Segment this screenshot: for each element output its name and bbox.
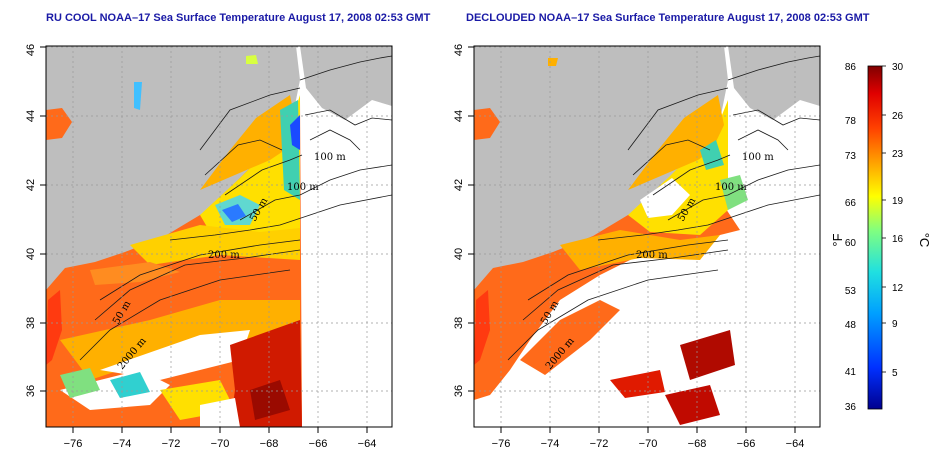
left-x-tick-label: −68 (260, 438, 279, 450)
left-contour-label-100m-b: 100 m (287, 182, 319, 193)
left-y-tick-label: 46 (25, 44, 37, 56)
left-map-area: 100 m 100 m 50 m 200 m 50 m 2000 m (46, 46, 392, 427)
left-y-tick-label: 38 (25, 317, 37, 329)
left-y-axis-labels: 36 38 40 42 44 46 (25, 44, 37, 397)
c-label: 19 (892, 196, 904, 207)
left-bathymetry-contours (79, 55, 392, 361)
right-x-tick-label: −74 (541, 438, 560, 450)
f-label: 86 (845, 62, 857, 73)
right-y-tick-label: 42 (453, 179, 465, 191)
c-label: 30 (892, 62, 904, 73)
right-x-tick-label: −66 (737, 438, 756, 450)
right-contour-label-200m: 200 m (636, 250, 668, 261)
left-x-axis-labels: −76 −74 −72 −70 −68 −66 −64 (64, 438, 377, 450)
left-x-tick-label: −66 (309, 438, 328, 450)
f-label: 48 (845, 320, 857, 331)
c-label: 26 (892, 111, 904, 122)
c-label: 23 (892, 149, 904, 160)
f-label: 53 (845, 286, 857, 297)
f-label: 66 (845, 198, 857, 209)
left-x-tick-label: −74 (113, 438, 132, 450)
left-grid (46, 46, 392, 427)
c-label: 5 (892, 368, 898, 379)
left-y-tick-label: 44 (25, 110, 37, 122)
colorbar-ticks (882, 65, 886, 373)
right-axis-ticks (468, 46, 796, 433)
f-label: 36 (845, 402, 857, 413)
right-x-tick-label: −64 (786, 438, 805, 450)
left-map-frame (45, 45, 393, 428)
left-y-tick-label: 40 (25, 248, 37, 260)
right-x-axis-labels: −76 −74 −72 −70 −68 −66 −64 (492, 438, 805, 450)
left-y-tick-label: 36 (25, 385, 37, 397)
right-map-frame (473, 45, 821, 428)
right-x-tick-label: −70 (639, 438, 658, 450)
temperature-colorbar: 86 78 73 66 60 53 48 41 36 30 26 23 19 1… (830, 62, 932, 413)
left-sst-field (46, 55, 302, 427)
c-label: 12 (892, 283, 904, 294)
left-x-tick-label: −64 (358, 438, 377, 450)
right-y-tick-label: 38 (453, 317, 465, 329)
right-y-axis-labels: 36 38 40 42 44 46 (453, 44, 465, 397)
left-x-tick-label: −70 (211, 438, 230, 450)
right-contour-label-100m-a: 100 m (742, 152, 774, 163)
left-contour-label-200m: 200 m (208, 250, 240, 261)
celsius-unit-label: °C (917, 233, 932, 248)
left-contour-label-100m-a: 100 m (314, 152, 346, 163)
right-map-area: 100 m 100 m 50 m 200 m 50 m 2000 m (474, 46, 820, 427)
right-land-mass (474, 46, 820, 380)
colorbar-gradient (867, 65, 883, 410)
left-x-tick-label: −76 (64, 438, 83, 450)
colorbar-celsius-labels: 30 26 23 19 16 12 9 5 (892, 62, 904, 379)
f-label: 78 (845, 116, 857, 127)
c-label: 9 (892, 319, 898, 330)
right-map-title: DECLOUDED NOAA–17 Sea Surface Temperatur… (466, 12, 870, 24)
left-y-tick-label: 42 (25, 179, 37, 191)
left-axis-ticks (40, 46, 368, 433)
left-map-title: RU COOL NOAA–17 Sea Surface Temperature … (46, 12, 431, 24)
right-x-tick-label: −76 (492, 438, 511, 450)
fahrenheit-unit-label: °F (830, 233, 845, 246)
c-label: 16 (892, 234, 904, 245)
right-bathymetry-contours (507, 55, 820, 361)
right-grid (474, 46, 820, 427)
right-x-tick-label: −72 (590, 438, 609, 450)
f-label: 41 (845, 367, 857, 378)
colorbar-fahrenheit-labels: 86 78 73 66 60 53 48 41 36 (845, 62, 857, 413)
right-y-tick-label: 46 (453, 44, 465, 56)
left-x-tick-label: −72 (162, 438, 181, 450)
right-contour-label-100m-b: 100 m (715, 182, 747, 193)
f-label: 73 (845, 151, 857, 162)
right-y-tick-label: 40 (453, 248, 465, 260)
right-map-panel: 100 m 100 m 50 m 200 m 50 m 2000 m (453, 44, 821, 450)
right-y-tick-label: 44 (453, 110, 465, 122)
right-y-tick-label: 36 (453, 385, 465, 397)
right-x-tick-label: −68 (688, 438, 707, 450)
left-map-panel: 100 m 100 m 50 m 200 m 50 m 2000 m (25, 44, 393, 450)
f-label: 60 (845, 238, 857, 249)
